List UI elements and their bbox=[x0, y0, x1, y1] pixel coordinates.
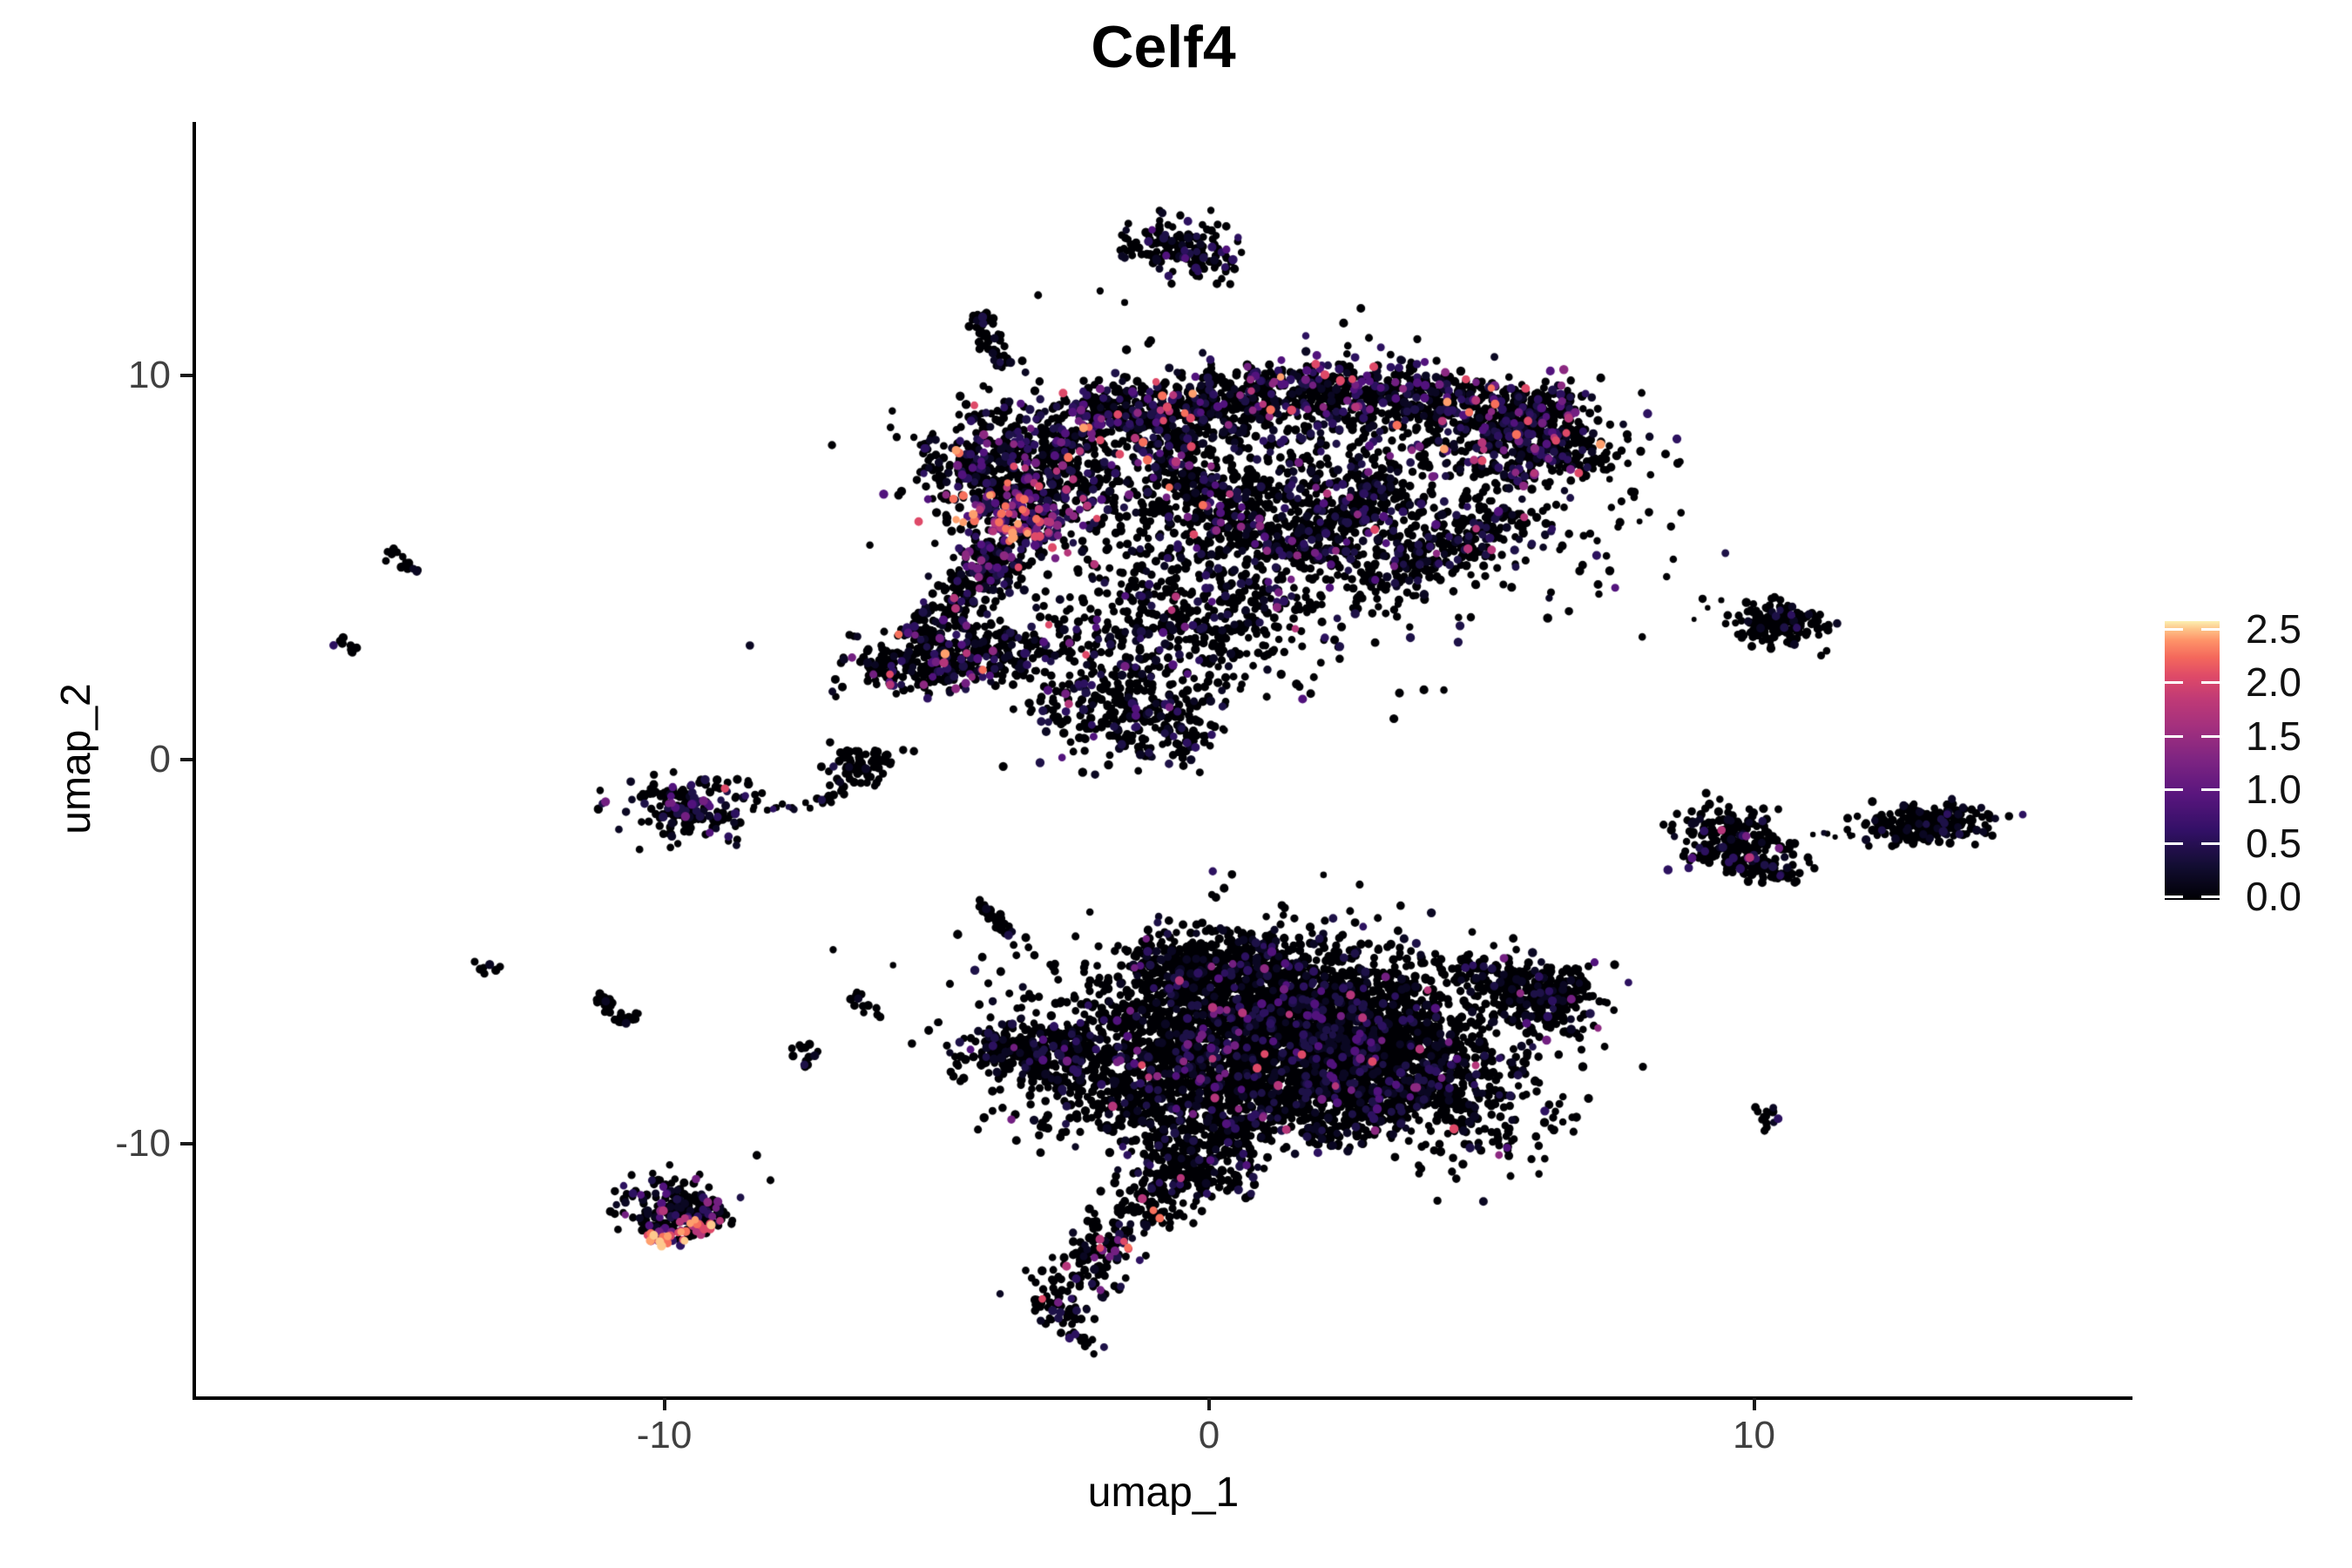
colorbar-tick-mark bbox=[2165, 628, 2183, 631]
legend-tick-label: 0.0 bbox=[2246, 874, 2301, 919]
legend-tick-label: 1.5 bbox=[2246, 713, 2301, 759]
y-tick-label: 10 bbox=[128, 354, 171, 396]
legend-tick-label: 2.5 bbox=[2246, 606, 2301, 652]
legend-tick-label: 0.5 bbox=[2246, 820, 2301, 866]
x-tick-mark bbox=[662, 1398, 666, 1410]
colorbar-tick-mark bbox=[2201, 842, 2220, 845]
y-axis-line bbox=[193, 122, 196, 1400]
colorbar-tick-mark bbox=[2165, 735, 2183, 738]
x-axis-line bbox=[193, 1396, 2132, 1400]
x-tick-label: 10 bbox=[1733, 1414, 1775, 1456]
y-tick-mark bbox=[180, 374, 193, 377]
y-axis-title: umap_2 bbox=[53, 683, 99, 835]
colorbar-tick-mark bbox=[2201, 896, 2220, 898]
x-tick-label: -10 bbox=[636, 1414, 693, 1456]
colorbar-tick-mark bbox=[2165, 896, 2183, 898]
x-tick-label: 0 bbox=[1198, 1414, 1220, 1456]
legend-tick-label: 1.0 bbox=[2246, 767, 2301, 813]
colorbar-tick-mark bbox=[2165, 788, 2183, 791]
colorbar-tick-mark bbox=[2201, 628, 2220, 631]
colorbar-tick-mark bbox=[2201, 788, 2220, 791]
plot-title: Celf4 bbox=[1091, 14, 1236, 80]
y-tick-mark bbox=[180, 758, 193, 761]
colorbar-tick-mark bbox=[2165, 842, 2183, 845]
colorbar-tick-mark bbox=[2201, 735, 2220, 738]
x-axis-title: umap_1 bbox=[1087, 1470, 1240, 1516]
y-tick-mark bbox=[180, 1142, 193, 1146]
colorbar-tick-mark bbox=[2165, 681, 2183, 684]
y-tick-label: -10 bbox=[115, 1122, 171, 1165]
legend-tick-label: 2.0 bbox=[2246, 659, 2301, 706]
y-tick-label: 0 bbox=[149, 738, 171, 781]
colorbar-gradient bbox=[2165, 621, 2220, 900]
colorbar-tick-mark bbox=[2201, 681, 2220, 684]
x-tick-mark bbox=[1752, 1398, 1756, 1410]
x-tick-mark bbox=[1207, 1398, 1211, 1410]
